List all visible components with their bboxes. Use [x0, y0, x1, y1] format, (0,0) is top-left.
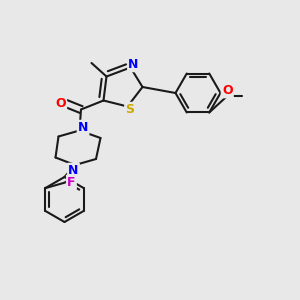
- Text: S: S: [125, 103, 134, 116]
- Text: F: F: [67, 176, 76, 189]
- Text: N: N: [78, 121, 88, 134]
- Text: O: O: [222, 84, 232, 97]
- Text: N: N: [68, 164, 79, 177]
- Text: O: O: [55, 97, 66, 110]
- Text: N: N: [128, 58, 139, 71]
